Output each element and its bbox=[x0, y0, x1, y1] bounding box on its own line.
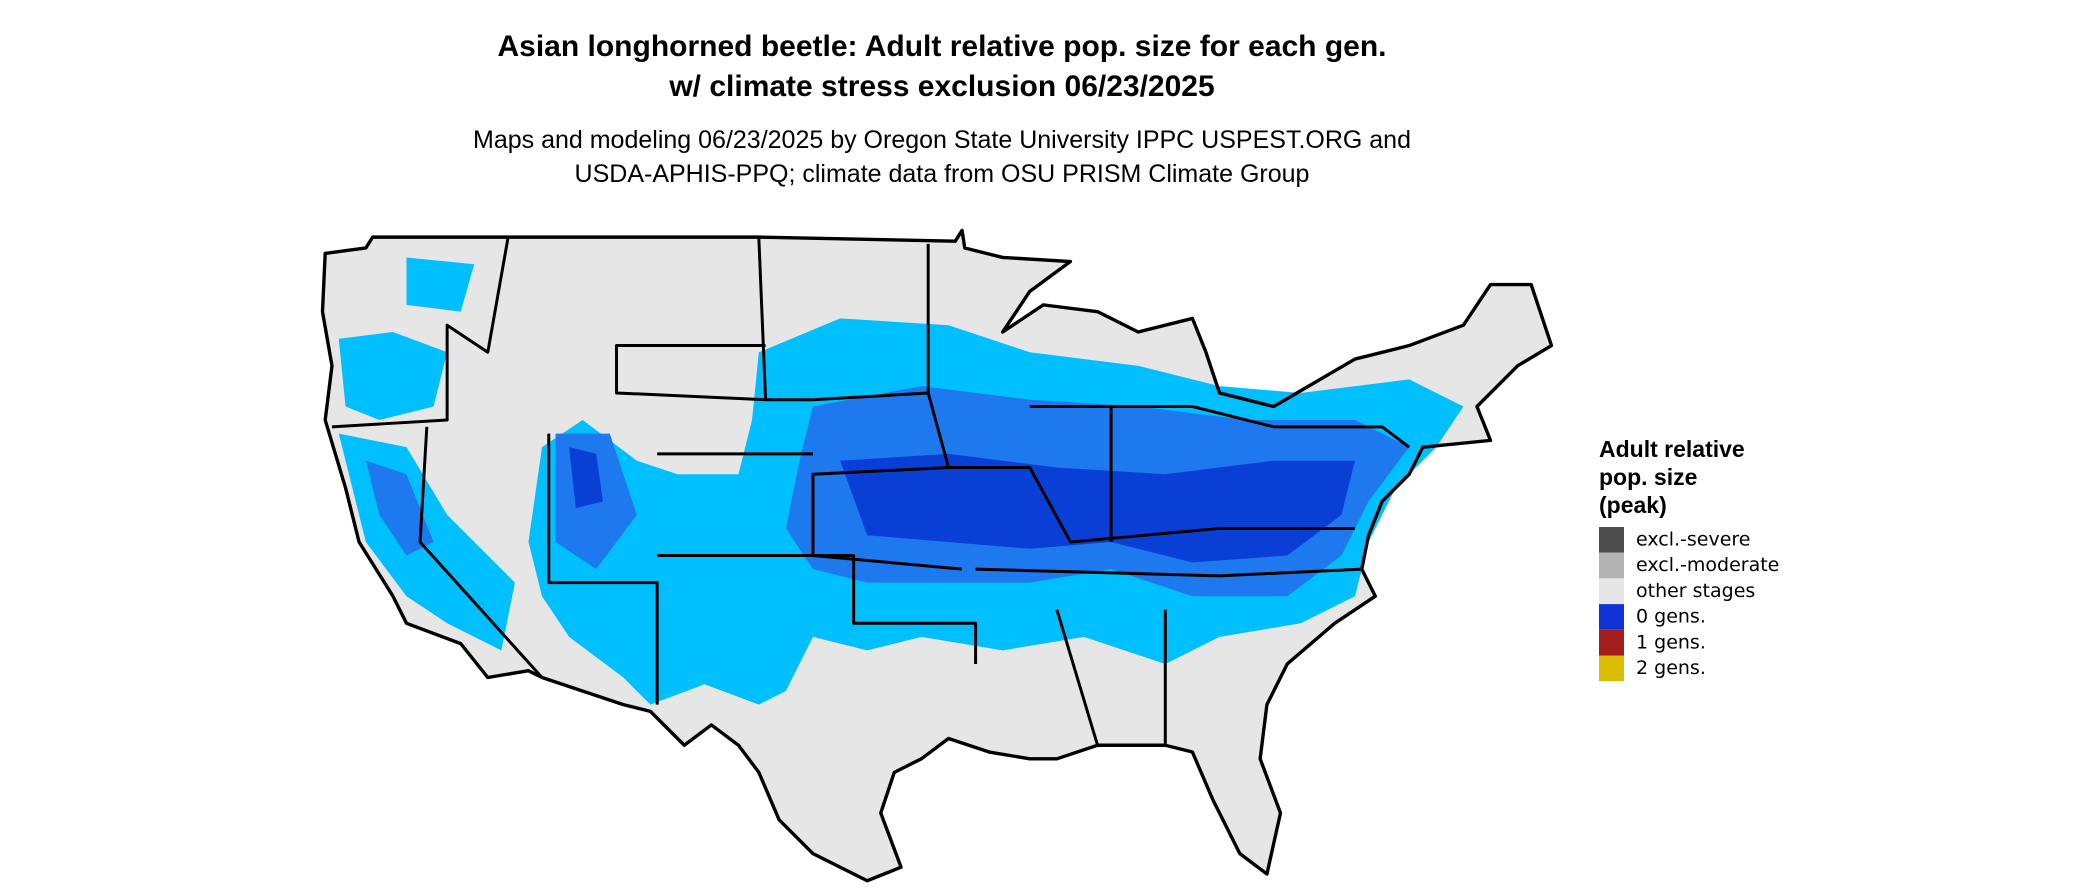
legend-swatch bbox=[1599, 552, 1624, 579]
model-region bbox=[840, 453, 1355, 563]
model-region bbox=[569, 447, 603, 509]
model-region bbox=[365, 460, 434, 556]
legend-swatch bbox=[1599, 578, 1624, 605]
state-boundary bbox=[331, 236, 510, 429]
state-boundary bbox=[418, 426, 544, 679]
legend-label: excl.-severe bbox=[1636, 529, 1751, 551]
subtitle-line: Maps and modeling 06/23/2025 by Oregon S… bbox=[473, 126, 1411, 154]
legend-title-line: (peak) bbox=[1599, 492, 1667, 518]
title-line: Asian longhorned beetle: Adult relative … bbox=[497, 30, 1386, 63]
legend-title-line: Adult relative bbox=[1599, 436, 1745, 462]
legend-swatch bbox=[1599, 604, 1624, 630]
state-boundary bbox=[615, 237, 768, 402]
state-boundary bbox=[1029, 405, 1411, 449]
legend-swatch bbox=[1599, 629, 1624, 656]
model-region bbox=[338, 331, 448, 421]
title-line: w/ climate stress exclusion 06/23/2025 bbox=[668, 70, 1214, 103]
state-boundary bbox=[975, 567, 1362, 578]
legend-swatch bbox=[1599, 527, 1624, 553]
state-boundary bbox=[948, 465, 1356, 544]
state-boundary bbox=[1055, 609, 1099, 746]
legend-label: excl.-moderate bbox=[1636, 554, 1779, 576]
legend-label: 1 gens. bbox=[1636, 631, 1706, 653]
country-outline bbox=[320, 228, 1554, 883]
legend-label: other stages bbox=[1636, 580, 1755, 602]
subtitle-line: USDA-APHIS-PPQ; climate data from OSU PR… bbox=[575, 160, 1310, 188]
legend-swatch bbox=[1599, 655, 1624, 682]
state-boundary bbox=[657, 554, 978, 664]
legend-label: 2 gens. bbox=[1636, 657, 1706, 679]
model-region bbox=[406, 257, 475, 312]
legend-title-line: pop. size bbox=[1599, 464, 1697, 490]
legend-label: 0 gens. bbox=[1636, 606, 1706, 628]
map bbox=[320, 228, 1554, 883]
state-boundary bbox=[547, 433, 659, 705]
